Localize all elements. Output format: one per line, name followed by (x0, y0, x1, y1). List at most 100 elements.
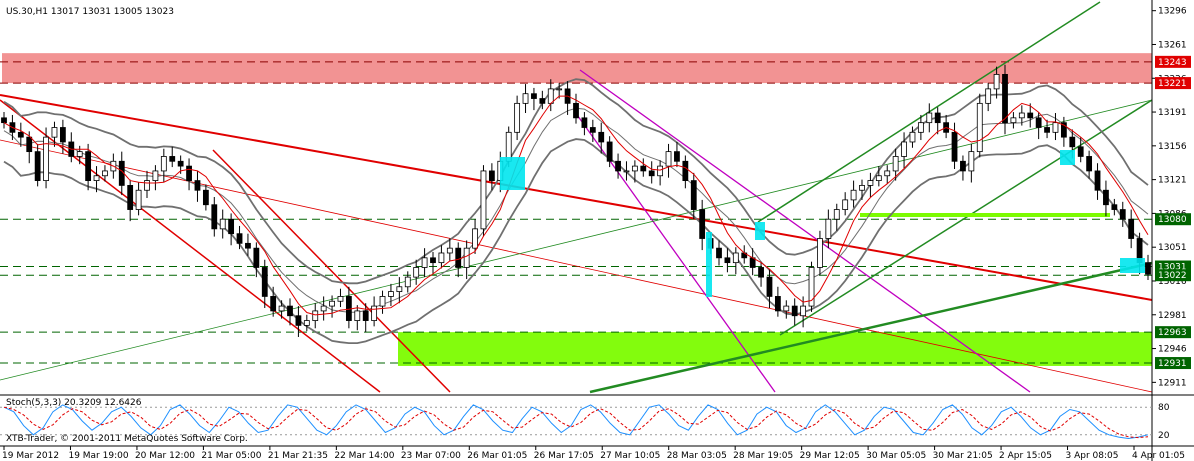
candle-body (631, 165, 638, 172)
bollinger-upper (3, 78, 1149, 285)
price-tag-12963: 12963 (1158, 328, 1187, 338)
candle-body (202, 189, 209, 206)
candle-body (17, 131, 24, 138)
y-tick-label: 13296 (1158, 7, 1187, 17)
candle-body (438, 252, 445, 264)
candle-body (228, 218, 235, 235)
candle-body (901, 141, 907, 157)
candle-body (135, 189, 142, 210)
candle-body (926, 112, 933, 124)
candle-body (934, 112, 941, 124)
candle-body (682, 160, 689, 181)
price-tag-bg (1155, 269, 1191, 282)
candle-body (270, 296, 277, 312)
candle-body (917, 122, 924, 133)
trendline-7 (589, 261, 1153, 394)
stoch-main-line (3, 404, 1149, 440)
candle-body (362, 310, 369, 321)
candle-body (859, 185, 865, 191)
candle-body (388, 291, 394, 297)
candle-body (371, 305, 378, 321)
candle-body (236, 233, 243, 244)
candle-body (732, 252, 739, 264)
x-tick-label: 27 Mar 10:05 (600, 451, 660, 461)
candle-body (261, 267, 268, 297)
candle-body (724, 257, 731, 264)
candle-body (968, 151, 975, 172)
candle-body (287, 305, 293, 317)
candle-body (1052, 122, 1059, 133)
x-tick-label: 28 Mar 03:05 (667, 451, 727, 461)
candle-body (472, 228, 478, 249)
candle-body (1035, 117, 1042, 128)
candle-body (463, 247, 470, 268)
candle-body (177, 160, 184, 167)
moving-average (3, 95, 1149, 316)
candle-body (1111, 204, 1118, 210)
candle-body (354, 310, 361, 321)
highlight-marker (500, 157, 525, 190)
candle-body (1119, 209, 1126, 220)
candle-body (800, 305, 807, 317)
candle-body (976, 102, 983, 153)
candle-body (892, 156, 899, 172)
candle-body (808, 267, 815, 307)
x-tick-label: 4 Apr 01:05 (1132, 451, 1185, 461)
x-tick-label: 26 Mar 17:05 (534, 451, 594, 461)
candle-body (1077, 146, 1084, 157)
y-tick-label: 12946 (1158, 345, 1187, 355)
copyright-label: XTB-Trader, © 2001-2011 MetaQuotes Softw… (6, 434, 248, 444)
candle-body (657, 165, 664, 177)
candle-body (1018, 112, 1025, 119)
candle-body (1010, 117, 1017, 124)
candle-body (337, 296, 344, 302)
price-tag-13031: 13031 (1158, 263, 1187, 273)
resistance-zone (2, 53, 1152, 84)
candle-body (909, 131, 916, 143)
candle-body (480, 170, 487, 230)
trendline-10 (779, 99, 1153, 336)
candle-body (766, 276, 773, 297)
candle-body (993, 74, 1000, 90)
candle-body (674, 151, 680, 162)
candle-body (598, 131, 605, 143)
candle-body (421, 257, 428, 268)
candle-body (791, 305, 798, 317)
candle-body (59, 127, 66, 143)
candle-body (245, 242, 251, 249)
x-tick-label: 19 Mar 2012 (2, 451, 59, 461)
candle-body (1060, 122, 1067, 138)
x-tick-label: 29 Mar 12:05 (800, 451, 860, 461)
x-tick-label: 19 Mar 19:00 (68, 451, 128, 461)
stoch-label: Stoch(5,3,3) 20.3209 12.6426 (6, 398, 142, 408)
candle-body (1094, 170, 1101, 191)
candle-body (623, 170, 630, 173)
x-tick-label: 21 Mar 21:35 (268, 451, 328, 461)
highlight-marker (706, 232, 712, 297)
candle-body (774, 296, 781, 312)
candle-body (34, 151, 41, 181)
candle-body (850, 189, 857, 201)
stoch-signal-line (3, 406, 1149, 439)
candle-body (589, 127, 596, 133)
candle-body (640, 165, 647, 172)
candle-body (690, 180, 697, 210)
y-tick-label: 12981 (1158, 311, 1187, 321)
candle-body (556, 88, 563, 91)
candle-body (85, 151, 92, 181)
x-tick-label: 26 Mar 01:05 (467, 451, 527, 461)
candle-body (488, 170, 495, 181)
candle-body (253, 247, 260, 268)
highlight-marker (1120, 258, 1145, 273)
candle-body (716, 247, 722, 259)
candle-body (160, 156, 167, 172)
candle-body (51, 127, 58, 138)
candle-body (430, 257, 436, 264)
candle-body (278, 305, 285, 312)
candle-body (875, 175, 882, 181)
candle-body (144, 180, 150, 191)
candle-body (985, 88, 992, 104)
trendline-3 (212, 149, 451, 393)
